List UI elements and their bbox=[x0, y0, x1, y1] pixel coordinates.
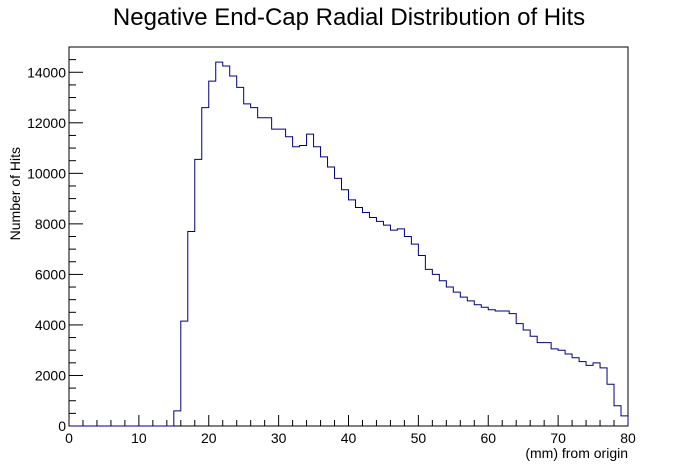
x-tick-label: 50 bbox=[411, 430, 427, 446]
x-tick-label: 60 bbox=[480, 430, 496, 446]
chart-title: Negative End-Cap Radial Distribution of … bbox=[112, 4, 586, 31]
y-tick-label: 12000 bbox=[27, 115, 66, 131]
plot-frame bbox=[68, 46, 629, 427]
x-tick-label: 10 bbox=[131, 430, 147, 446]
x-tick-label: 20 bbox=[201, 430, 217, 446]
y-tick-label: 2000 bbox=[35, 367, 66, 383]
y-tick-label: 10000 bbox=[27, 165, 66, 181]
histogram-series-line bbox=[69, 61, 629, 427]
y-tick-label: 4000 bbox=[35, 317, 66, 333]
x-tick-label: 30 bbox=[271, 430, 287, 446]
y-axis-title: Number of Hits bbox=[7, 147, 23, 240]
y-tick-label: 8000 bbox=[35, 216, 66, 232]
x-axis-ticks: 0 10 20 30 40 50 60 70 80 bbox=[65, 415, 636, 446]
y-tick-label: 6000 bbox=[35, 266, 66, 282]
x-tick-label: 70 bbox=[550, 430, 566, 446]
y-tick-label: 14000 bbox=[27, 64, 66, 80]
x-tick-label: 80 bbox=[620, 430, 636, 446]
x-tick-label: 40 bbox=[341, 430, 357, 446]
y-tick-label: 0 bbox=[58, 418, 66, 434]
x-axis-title: (mm) from origin bbox=[525, 445, 628, 461]
x-tick-label: 0 bbox=[65, 430, 73, 446]
y-axis-ticks: 0 2000 4000 6000 8000 10000 12000 14000 bbox=[27, 46, 83, 434]
